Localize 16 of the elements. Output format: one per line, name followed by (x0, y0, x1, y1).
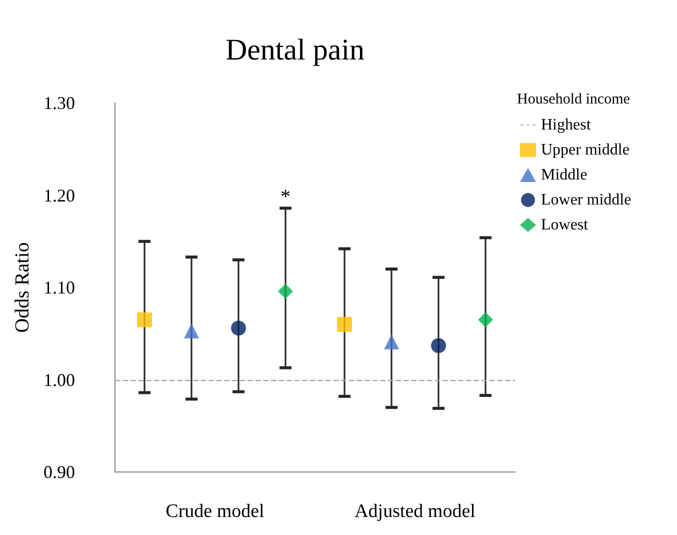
legend-label: Highest (541, 116, 592, 134)
y-tick-label: 1.20 (44, 185, 75, 206)
legend-label: Upper middle (541, 142, 630, 158)
y-axis-title: Odds Ratio (12, 242, 34, 333)
x-tick-label: Adjusted model (354, 501, 476, 522)
annotation: * (280, 186, 290, 208)
y-tick-label: 1.10 (44, 278, 75, 298)
legend-label: Lower middle (541, 192, 632, 208)
legend-label: Middle (541, 166, 588, 184)
y-tick-label: 1.30 (44, 93, 75, 113)
y-tick-label: 0.90 (44, 462, 75, 482)
y-tick-label: 1.00 (44, 370, 75, 390)
x-tick-label: Crude model (166, 501, 264, 522)
chart-title: Dental pain (225, 34, 365, 66)
legend-title: Household income (517, 92, 630, 108)
legend-label: Lowest (541, 216, 589, 234)
